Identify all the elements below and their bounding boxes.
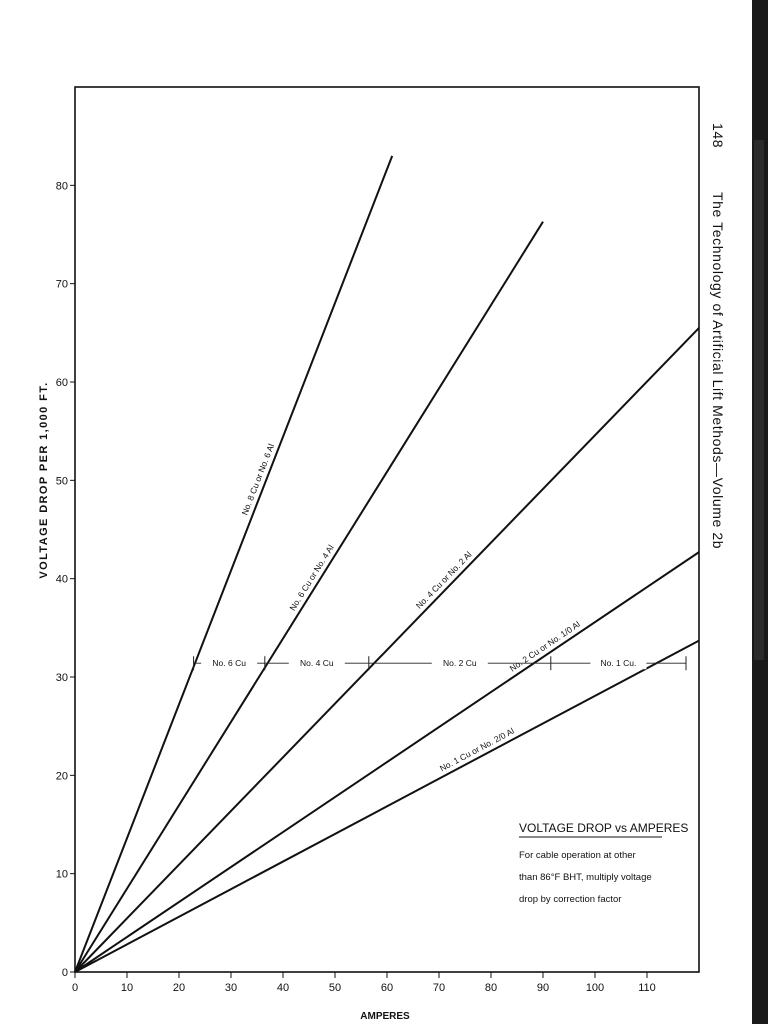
x-tick-label: 90 (537, 982, 549, 994)
note-line-2: than 86°F BHT, multiply voltage (519, 872, 652, 883)
note-line-3: drop by correction factor (519, 894, 621, 905)
x-tick-label: 50 (329, 982, 341, 994)
y-tick-label: 0 (62, 967, 68, 979)
x-tick-label: 40 (277, 982, 289, 994)
y-tick-label: 50 (56, 475, 68, 487)
series-line (74, 221, 544, 973)
page-edge-highlight (754, 140, 764, 660)
range-label: No. 1 Cu. (600, 658, 636, 668)
range-label-backing (590, 657, 647, 670)
plot-frame (74, 86, 700, 973)
series-line (74, 155, 394, 973)
x-tick-label: 20 (173, 982, 185, 994)
y-tick-label: 40 (56, 574, 68, 586)
range-label-backing (201, 657, 258, 670)
y-tick-label: 80 (56, 180, 68, 192)
range-label-backing (431, 657, 488, 670)
x-tick-label: 70 (433, 982, 445, 994)
y-tick-label: 30 (56, 672, 68, 684)
x-tick-label: 80 (485, 982, 497, 994)
series-label: No. 8 Cu or No. 6 Al (239, 442, 276, 516)
y-axis-label: VOLTAGE DROP PER 1,000 FT. (38, 381, 50, 578)
x-tick-label: 10 (121, 982, 133, 994)
x-tick-label: 110 (638, 982, 656, 994)
series-label: No. 6 Cu or No. 4 Al (287, 543, 336, 613)
range-label-backing (288, 657, 345, 670)
axis-ticks: 0 10 20 30 40 50 60 70 80 90 100 110 0 10 20 30 40 50 60 70… (56, 180, 656, 994)
x-tick-label: 0 (72, 982, 78, 994)
x-tick-label: 100 (586, 982, 604, 994)
series-line (74, 639, 700, 973)
chart-title: VOLTAGE DROP vs AMPERES (519, 821, 688, 835)
running-title: The Technology of Artificial Lift Method… (710, 192, 726, 549)
y-tick-label: 10 (56, 869, 68, 881)
series-line (74, 327, 700, 973)
series-label: No. 1 Cu or No. 2/0 Al (438, 726, 516, 774)
range-label: No. 2 Cu (443, 658, 477, 668)
series-line (74, 551, 700, 973)
y-tick-label: 60 (56, 377, 68, 389)
x-tick-label: 30 (225, 982, 237, 994)
note-line-1: For cable operation at other (519, 850, 636, 861)
recommended-ranges: No. 6 Cu No. 4 Cu No. 2 Cu No. 1 Cu. (193, 656, 687, 671)
y-tick-label: 70 (56, 279, 68, 291)
series-label: No. 2 Cu or No. 1/0 Al (508, 619, 582, 674)
range-label: No. 6 Cu (212, 658, 246, 668)
x-tick-label: 60 (381, 982, 393, 994)
page-number: 148 (710, 123, 726, 148)
range-label: No. 4 Cu (300, 658, 334, 668)
x-axis-label: AMPERES (360, 1011, 410, 1022)
series-label: No. 4 Cu or No. 2 Al (414, 549, 474, 610)
y-tick-label: 20 (56, 770, 68, 782)
